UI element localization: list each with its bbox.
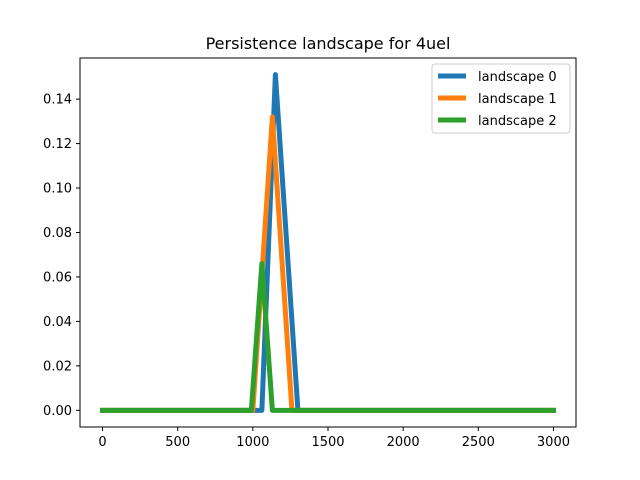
legend-label-2: landscape 2 [478, 114, 557, 129]
x-tick-label: 2500 [462, 435, 495, 450]
y-tick-label: 0.02 [43, 359, 72, 374]
y-tick-label: 0.12 [43, 137, 72, 152]
x-tick-label: 2000 [387, 435, 420, 450]
legend-label-1: landscape 1 [478, 92, 557, 107]
x-tick-label: 3000 [537, 435, 570, 450]
x-axis: 0 500 1000 1500 2000 2500 3000 [98, 427, 570, 450]
y-tick-label: 0.14 [43, 93, 72, 108]
legend-label-0: landscape 0 [478, 70, 557, 85]
chart-title: Persistence landscape for 4uel [206, 34, 451, 53]
x-tick-label: 1000 [236, 435, 269, 450]
y-tick-label: 0.10 [43, 182, 72, 197]
y-tick-label: 0.08 [43, 226, 72, 241]
series-layer [100, 72, 556, 413]
legend: landscape 0 landscape 1 landscape 2 [431, 63, 571, 134]
legend-box [431, 63, 571, 134]
x-tick-label: 0 [98, 435, 106, 450]
y-tick-label: 0.06 [43, 270, 72, 285]
y-tick-label: 0.04 [43, 315, 72, 330]
y-axis: 0.00 0.02 0.04 0.06 0.08 0.10 0.12 0.14 [43, 93, 80, 419]
x-tick-label: 500 [165, 435, 190, 450]
x-tick-label: 1500 [311, 435, 344, 450]
series-line-2 [100, 261, 556, 413]
y-tick-label: 0.00 [43, 404, 72, 419]
